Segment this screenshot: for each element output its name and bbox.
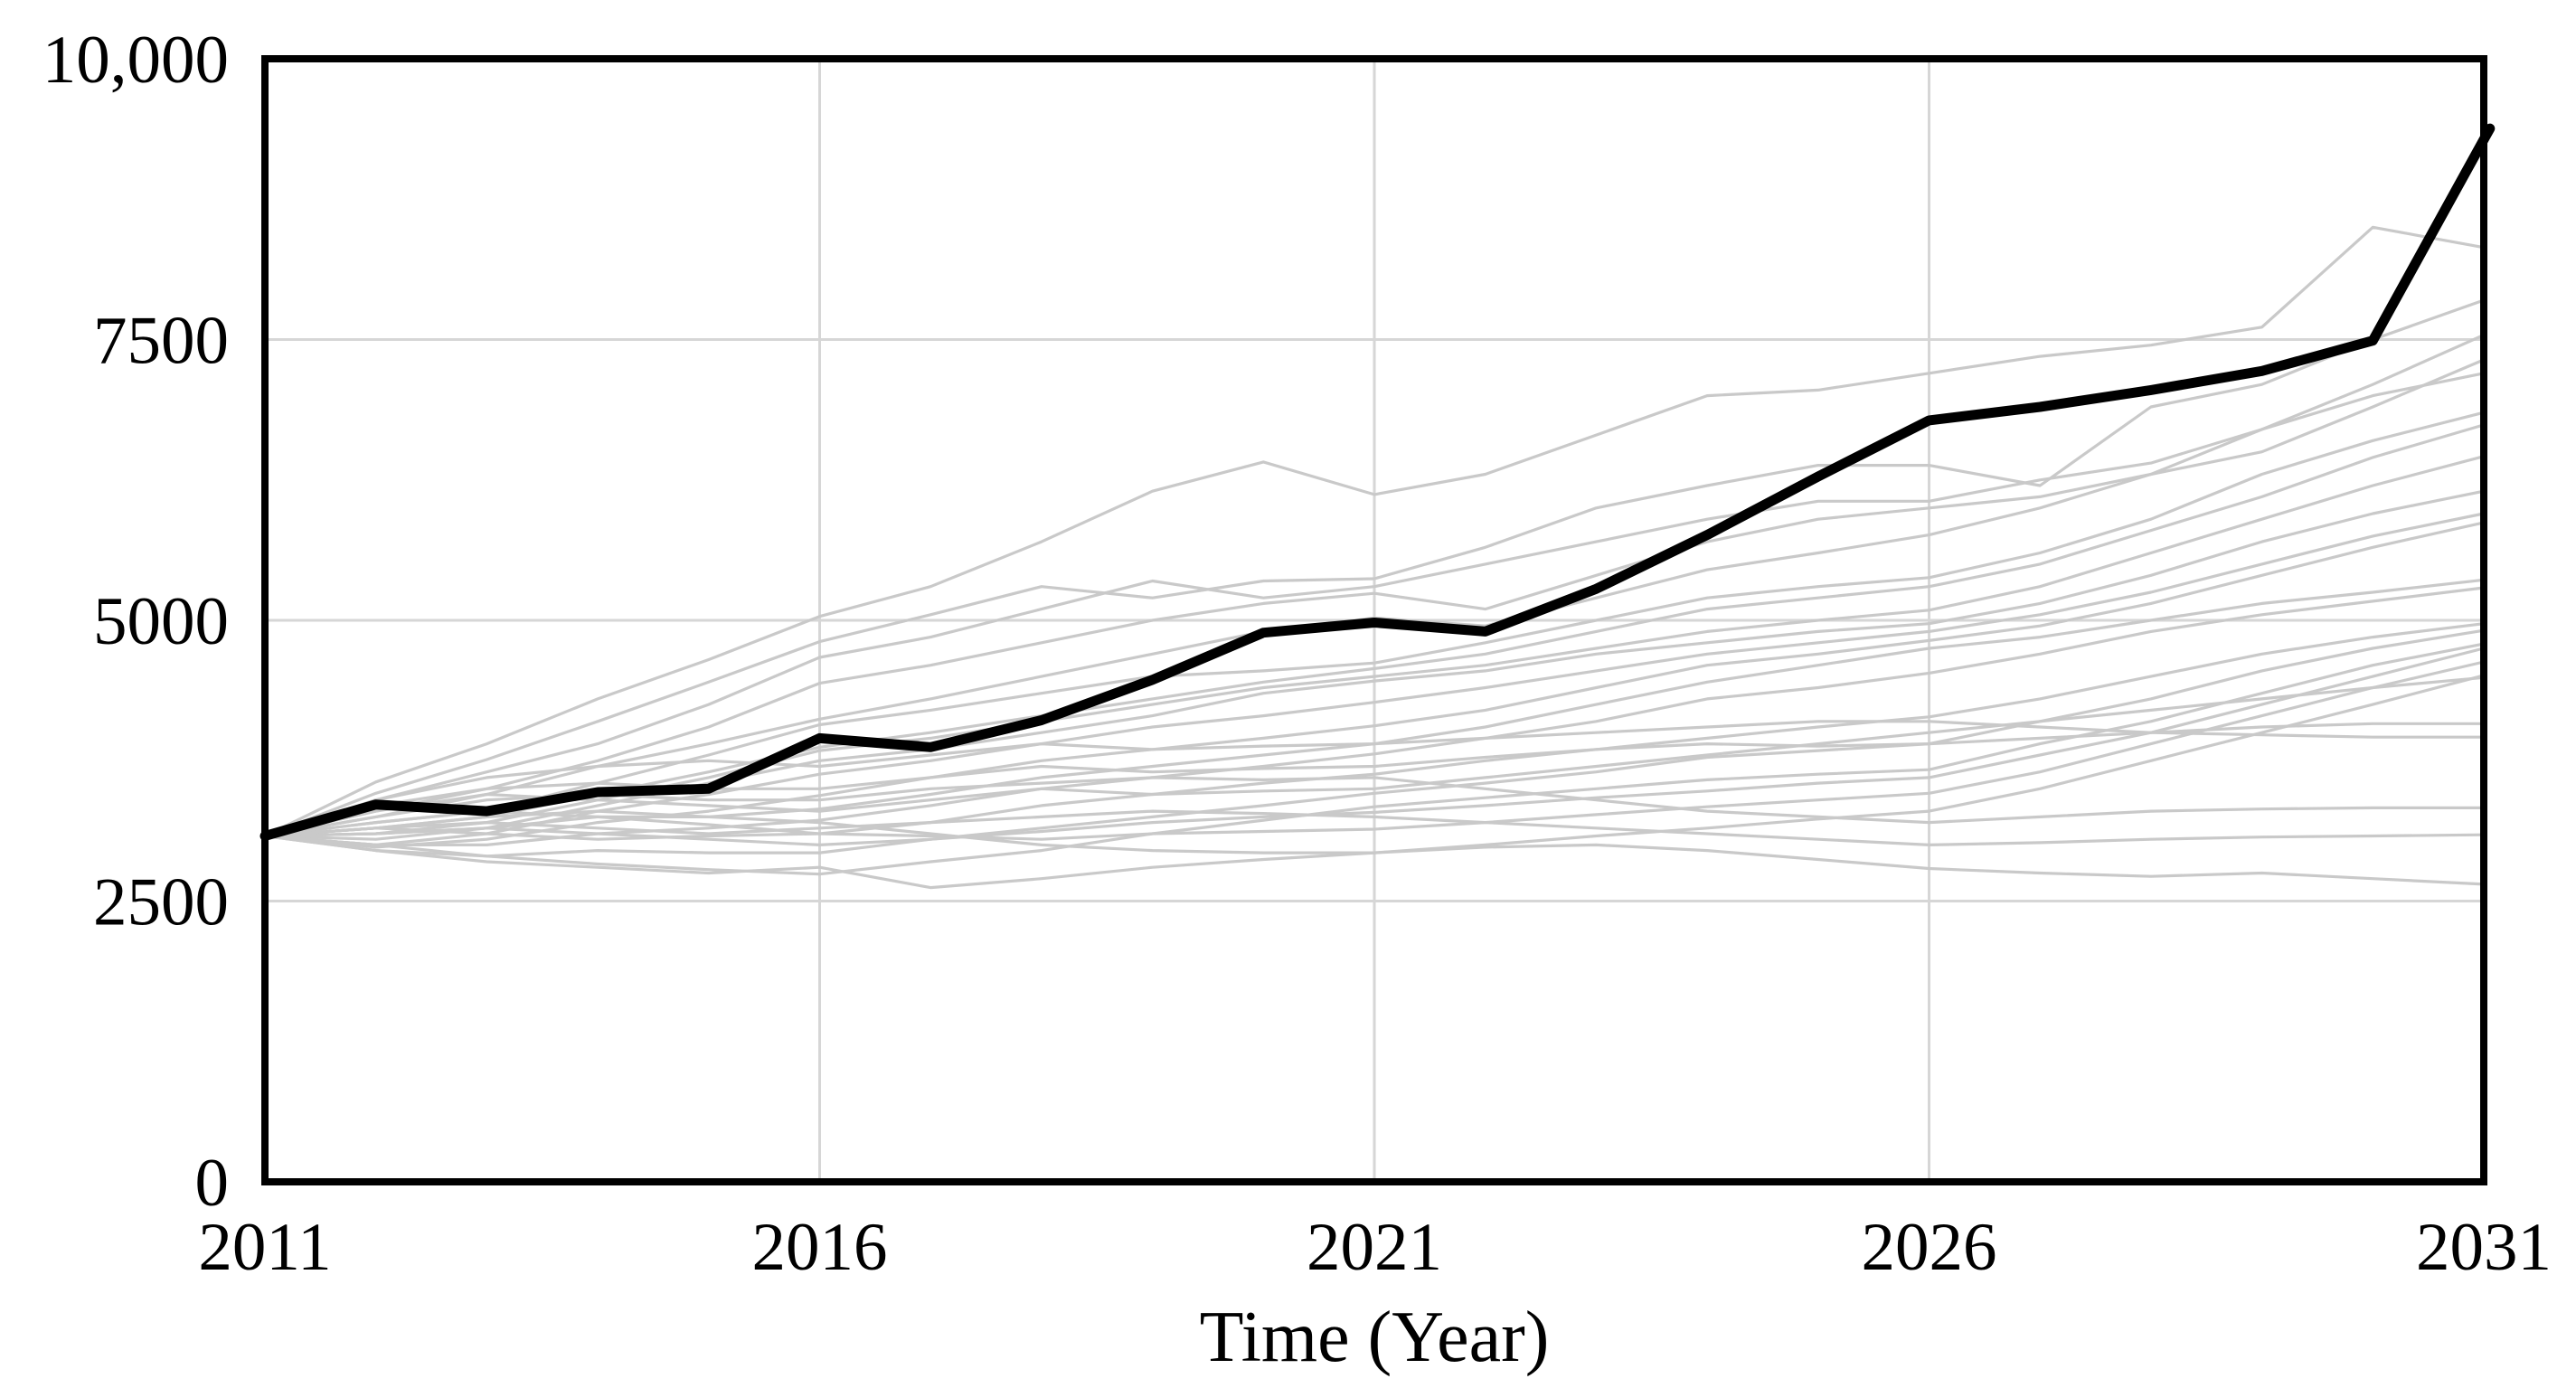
ensemble-run	[264, 358, 2485, 838]
y-tick-label: 5000	[93, 584, 229, 659]
ensemble-runs	[264, 225, 2485, 890]
ensemble-run	[264, 647, 2485, 847]
y-tick-label: 7500	[93, 304, 229, 379]
ensemble-run	[264, 622, 2485, 841]
x-tick-label: 2026	[1862, 1210, 1997, 1285]
y-tick-label: 10,000	[42, 23, 229, 98]
ensemble-run	[264, 720, 2484, 838]
ensemble-run	[264, 298, 2485, 837]
ensemble-run	[264, 809, 2485, 847]
x-axis-title: Time (Year)	[1200, 1298, 1550, 1377]
x-tick-label: 2031	[2416, 1210, 2552, 1285]
ensemble-run	[264, 776, 2484, 838]
x-axis-labels: 2011 2016 2021 2026 2031	[198, 1210, 2552, 1285]
ensemble-run	[264, 512, 2485, 847]
ensemble-run	[264, 586, 2485, 847]
ensemble-run	[264, 660, 2485, 841]
y-axis-labels: 0 2500 5000 7500 10,000	[42, 23, 229, 1221]
ensemble-run	[264, 225, 2485, 837]
ensemble-run	[264, 675, 2485, 838]
plot-frame	[261, 55, 2487, 1185]
ensemble-run	[264, 642, 2485, 876]
y-tick-label: 0	[195, 1146, 230, 1221]
ensemble-run	[264, 489, 2485, 841]
x-tick-label: 2016	[752, 1210, 888, 1285]
x-tick-label: 2021	[1307, 1210, 1442, 1285]
ensemble-run	[264, 834, 2485, 890]
y-tick-label: 2500	[93, 865, 229, 940]
highlighted-run	[259, 123, 2496, 841]
ensemble-run	[264, 722, 2484, 838]
ensemble-run	[264, 411, 2485, 838]
ensemble-run	[264, 334, 2485, 838]
ensemble-run	[264, 628, 2485, 858]
x-tick-label: 2011	[198, 1210, 331, 1285]
